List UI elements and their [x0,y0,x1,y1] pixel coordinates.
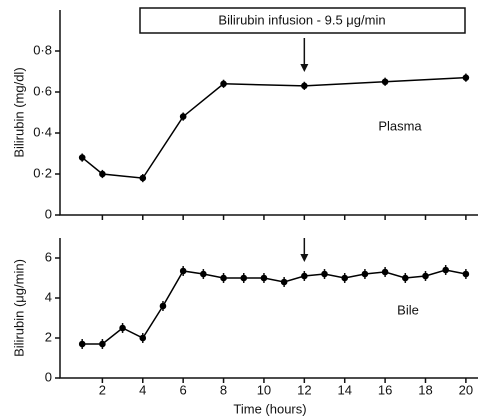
data-point [78,340,86,348]
y-tick-label: 0·8 [33,42,52,57]
data-point [179,113,187,120]
y-tick-label: 0·4 [33,124,52,139]
data-point [422,272,429,280]
x-axis-label: Time (hours) [233,401,306,416]
data-point [179,267,187,275]
data-point [139,334,147,342]
x-tick-label: 14 [337,382,351,397]
data-point [381,78,389,86]
data-line [81,76,466,179]
data-point [200,270,207,278]
data-point [381,268,389,276]
x-tick-label: 8 [220,382,227,397]
data-point [321,270,328,278]
data-point [119,324,126,332]
data-line [82,269,467,345]
x-tick-label: 4 [139,382,146,397]
data-point [139,174,147,182]
data-point [462,74,470,81]
y-tick-label: 0 [45,369,52,384]
y-tick-label: 0·2 [33,165,52,180]
data-point [301,82,308,90]
y-axis-label: Bilirubin (mg/dl) [11,67,26,157]
data-point [280,278,288,286]
y-tick-label: 4 [45,289,52,304]
data-point [78,154,86,161]
data-point [99,170,106,178]
data-point [301,272,308,280]
infusion-box [139,7,466,34]
y-tick-label: 0·6 [33,83,52,98]
data-point [402,274,409,282]
series-label: Bile [397,302,419,317]
data-point [99,340,106,348]
data-point [442,266,449,274]
x-tick-label: 20 [459,382,473,397]
x-tick-label: 6 [180,382,187,397]
data-point [220,274,227,282]
arrow-head [300,64,309,72]
data-point [220,80,227,88]
x-tick-label: 10 [257,382,271,397]
data-point [341,274,349,282]
arrow-head [300,254,309,262]
infusion-label: Bilirubin infusion - 9.5 μg/min [218,12,385,27]
x-tick-label: 18 [418,382,432,397]
data-point [240,274,248,282]
y-axis-label: Bilirubin (μg/min) [11,259,26,357]
x-tick-label: 2 [99,382,106,397]
series-label: Plasma [378,118,422,133]
x-tick-label: 12 [297,382,311,397]
axes [59,10,478,216]
y-tick-label: 6 [45,249,52,264]
data-point [361,270,369,278]
data-point [260,274,268,282]
y-tick-label: 0 [45,206,52,221]
x-tick-label: 16 [378,382,392,397]
data-point [462,270,470,278]
data-point [159,302,167,310]
y-tick-label: 2 [45,329,52,344]
